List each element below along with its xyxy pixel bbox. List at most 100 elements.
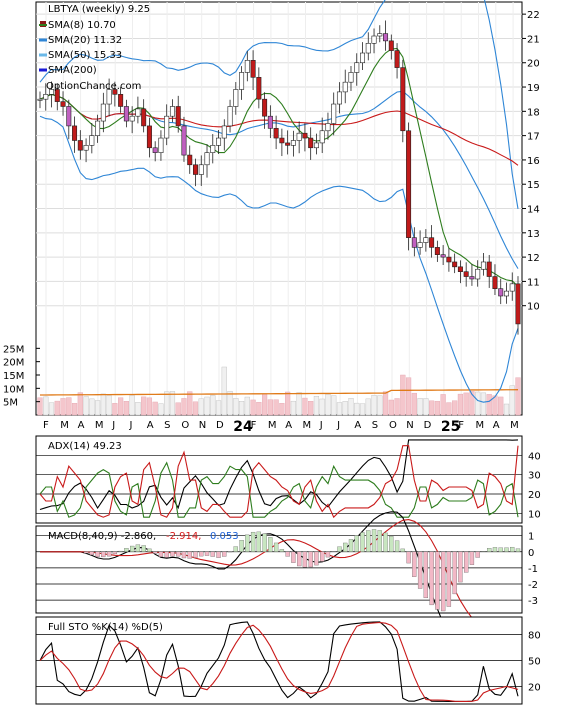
volume-bar <box>210 395 216 416</box>
month-label: M <box>95 420 104 431</box>
candle-body <box>54 89 60 102</box>
volume-bar <box>94 400 101 416</box>
month-label: F <box>251 420 257 431</box>
candle-body <box>250 60 256 78</box>
macd-histogram-bar <box>124 548 129 552</box>
candle-body <box>446 256 452 263</box>
candle-body <box>354 62 360 73</box>
candle-body <box>181 125 187 156</box>
adx-line <box>39 439 519 511</box>
bollinger-upper-line <box>39 0 519 209</box>
volume-bar <box>331 395 337 416</box>
macd-histogram-bar <box>406 551 411 564</box>
volume-bar <box>486 394 492 416</box>
candle-body <box>123 106 129 122</box>
volume-bar <box>60 398 66 416</box>
macd-histogram-bar <box>492 547 498 552</box>
macd-title: MACD(8,40,9) -2.860, <box>48 531 156 542</box>
volume-bar <box>417 398 423 416</box>
month-label: N <box>199 420 206 431</box>
macd-histogram-bar <box>487 548 492 552</box>
volume-bar <box>440 394 446 416</box>
year-label: 25 <box>441 419 460 435</box>
adx-plus-di-line <box>39 461 519 518</box>
candle-body <box>342 81 348 93</box>
candle-body <box>112 89 118 95</box>
candle-body <box>336 91 342 105</box>
candle-body <box>463 271 469 277</box>
volume-bar <box>169 391 176 416</box>
volume-bar <box>515 377 521 416</box>
candle-body <box>406 130 412 238</box>
month-label: J <box>336 420 340 431</box>
volume-bar <box>279 403 285 416</box>
panel-tick-label: 10 <box>528 509 541 520</box>
macd-histogram-bar <box>360 532 365 552</box>
candle-body <box>279 137 285 144</box>
adx-title: ADX(14) 49.23 <box>48 441 122 452</box>
month-label: J <box>129 420 133 431</box>
macd-histogram-bar <box>118 550 123 552</box>
macd-histogram-bar <box>101 551 106 558</box>
macd-histogram-bar <box>440 551 446 612</box>
volume-bar <box>187 391 193 416</box>
legend: LBTYA (weekly) 9.25 SMA(8) 10.70 SMA(20)… <box>39 4 150 92</box>
x-axis-labels: F M A M J J A S O N D 24F M A M J J A S O N D 25F M A M <box>43 419 519 435</box>
candle-body <box>388 40 394 51</box>
macd-histogram-bar <box>89 551 94 556</box>
macd-histogram-bar <box>325 551 331 558</box>
candle-body <box>210 145 216 153</box>
macd-histogram-bar <box>446 551 452 607</box>
macd-histogram-bar <box>239 540 244 552</box>
volume-bar <box>405 377 412 416</box>
macd-signal-value: -2.914, <box>166 531 201 542</box>
volume-bar <box>123 400 129 416</box>
macd-histogram-bar <box>498 547 503 552</box>
macd-histogram-bar <box>302 551 308 568</box>
volume-bar <box>181 398 187 416</box>
macd-histogram-bar <box>320 551 325 562</box>
candle-body <box>308 137 314 149</box>
candle-body <box>457 266 463 272</box>
candle-body <box>285 142 291 146</box>
panel-tick-label: 50 <box>528 657 541 668</box>
volume-bar <box>129 395 135 416</box>
panel-tick-label: 0 <box>528 548 534 559</box>
candle-body <box>135 108 141 117</box>
volume-bar <box>244 396 250 416</box>
macd-histogram-bar <box>164 551 169 558</box>
volume-bar <box>43 396 49 416</box>
month-label: A <box>147 420 154 431</box>
panel-tick-label: 1 <box>528 532 534 543</box>
candle-body <box>49 89 55 95</box>
volume-bar <box>475 391 481 416</box>
volume-bar <box>359 403 366 416</box>
volume-bar <box>469 391 475 416</box>
volume-bar <box>106 395 112 416</box>
macd-histogram-bar <box>423 551 429 599</box>
candle-body <box>198 164 204 175</box>
candle-body <box>469 276 475 280</box>
candle-body <box>244 60 250 73</box>
macd-histogram-bar <box>469 551 475 565</box>
candle-body <box>319 130 325 144</box>
macd-histogram-bar <box>83 551 89 554</box>
candle-body <box>118 94 124 107</box>
macd-histogram-bar <box>458 551 463 583</box>
candle-body <box>423 237 429 243</box>
candle-body <box>417 242 423 248</box>
macd-histogram-bar <box>515 548 521 552</box>
candle-body <box>371 35 377 44</box>
month-label: A <box>78 420 85 431</box>
volume-bar <box>89 398 95 416</box>
macd-histogram-bar <box>343 542 348 552</box>
macd-histogram-bar <box>504 547 509 552</box>
candle-body <box>492 276 498 289</box>
volume-bar <box>423 398 429 416</box>
candle-body <box>66 106 72 127</box>
panel-tick-label: -3 <box>528 596 538 607</box>
macd-histogram-bar <box>250 531 256 552</box>
macd-histogram-bar <box>268 537 273 552</box>
month-label: M <box>268 420 277 431</box>
macd-histogram-bar <box>394 540 400 552</box>
